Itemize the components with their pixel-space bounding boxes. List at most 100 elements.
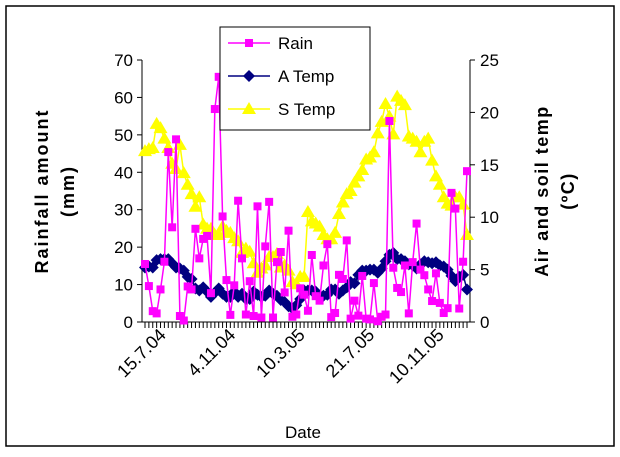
legend-marker-s-temp (242, 102, 256, 114)
data-point-s-temp (176, 166, 191, 179)
data-point-rain (265, 197, 274, 206)
data-point-rain (206, 289, 215, 298)
data-point-rain (346, 314, 355, 323)
data-point-s-temp (331, 207, 346, 220)
data-point-rain (393, 283, 402, 292)
data-point-s-temp (456, 197, 471, 210)
data-point-rain (354, 311, 363, 320)
data-point-rain (303, 306, 312, 315)
data-point-s-temp (425, 153, 440, 166)
data-point-rain (416, 265, 425, 274)
data-point-rain (350, 296, 359, 305)
data-point-rain (237, 254, 246, 263)
data-point-rain (397, 288, 406, 297)
right-axis-tick-label: 25 (480, 51, 499, 70)
data-point-rain (203, 231, 212, 240)
data-point-rain (257, 313, 266, 322)
data-point-rain (420, 271, 429, 280)
right-axis-tick-label: 20 (480, 103, 499, 122)
data-point-rain (144, 282, 153, 291)
data-point-rain (234, 196, 243, 205)
data-point-s-temp (258, 258, 273, 271)
data-point-rain (222, 276, 231, 285)
data-point-a-temp (457, 268, 470, 281)
data-point-s-temp (351, 169, 366, 182)
data-point-rain (307, 251, 316, 260)
data-point-s-temp (328, 225, 343, 238)
data-point-rain (412, 219, 421, 228)
data-point-s-temp (335, 195, 350, 208)
data-point-s-temp (374, 114, 389, 127)
data-point-s-temp (312, 219, 327, 232)
data-point-rain (342, 236, 351, 245)
data-point-rain (141, 259, 149, 268)
data-point-s-temp (347, 175, 362, 188)
data-point-rain (261, 242, 270, 251)
data-point-rain (284, 226, 293, 235)
data-point-rain (358, 271, 367, 280)
data-point-rain (366, 315, 375, 324)
left-axis-tick-label: 20 (114, 238, 133, 257)
legend-label-s-temp: S Temp (278, 100, 335, 119)
data-point-rain (168, 223, 177, 232)
left-axis-tick-label: 10 (114, 276, 133, 295)
data-point-rain (369, 279, 378, 288)
data-point-rain (311, 292, 320, 301)
data-point-s-temp (397, 98, 412, 111)
data-point-rain (164, 148, 173, 157)
data-point-rain (300, 290, 309, 299)
data-point-rain (463, 167, 471, 176)
right-axis-tick-label: 15 (480, 156, 499, 175)
data-point-rain (280, 288, 289, 297)
data-point-s-temp (421, 131, 436, 144)
data-point-rain (245, 277, 254, 286)
data-point-a-temp (461, 283, 473, 296)
data-point-s-temp (343, 184, 358, 196)
data-point-s-temp (184, 187, 199, 200)
data-point-rain (385, 117, 394, 126)
data-point-rain (327, 313, 336, 322)
data-point-rain (338, 274, 347, 283)
data-point-rain (323, 240, 332, 249)
x-axis-label: Date (285, 423, 321, 442)
data-point-rain (156, 285, 165, 294)
data-point-rain (210, 105, 219, 114)
left-axis-tick-label: 0 (124, 313, 133, 332)
data-point-rain (218, 212, 227, 221)
legend-marker-rain (245, 39, 253, 47)
right-axis-tick-label: 10 (480, 208, 499, 227)
data-point-rain (272, 258, 281, 267)
data-point-rain (443, 304, 452, 313)
data-point-rain (334, 270, 343, 279)
data-point-rain (191, 224, 200, 233)
data-point-rain (389, 263, 398, 272)
data-point-rain (447, 188, 456, 197)
data-point-s-temp (246, 256, 261, 269)
data-point-rain (226, 310, 235, 319)
data-point-rain (276, 248, 285, 257)
data-point-rain (187, 285, 196, 294)
data-point-s-temp (188, 199, 203, 212)
data-point-a-temp (348, 277, 361, 290)
data-point-rain (269, 313, 278, 322)
data-point-rain (459, 257, 468, 266)
data-point-rain (381, 310, 390, 319)
data-point-s-temp (192, 190, 207, 203)
data-point-s-temp (355, 163, 370, 176)
data-point-rain (408, 258, 417, 267)
legend-label-a-temp: A Temp (278, 67, 334, 86)
right-axis-label: Air and soil temp (532, 105, 552, 277)
left-axis-tick-label: 30 (114, 201, 133, 220)
data-point-rain (404, 309, 413, 318)
data-point-s-temp (370, 126, 385, 139)
data-point-s-temp (153, 121, 168, 134)
legend-marker-a-temp (243, 70, 255, 82)
data-point-rain (152, 309, 161, 318)
right-axis-label: (ºC) (558, 172, 578, 210)
data-point-rain (400, 261, 409, 270)
data-point-rain (455, 304, 464, 313)
data-point-rain (435, 298, 444, 307)
data-point-rain (249, 312, 258, 321)
